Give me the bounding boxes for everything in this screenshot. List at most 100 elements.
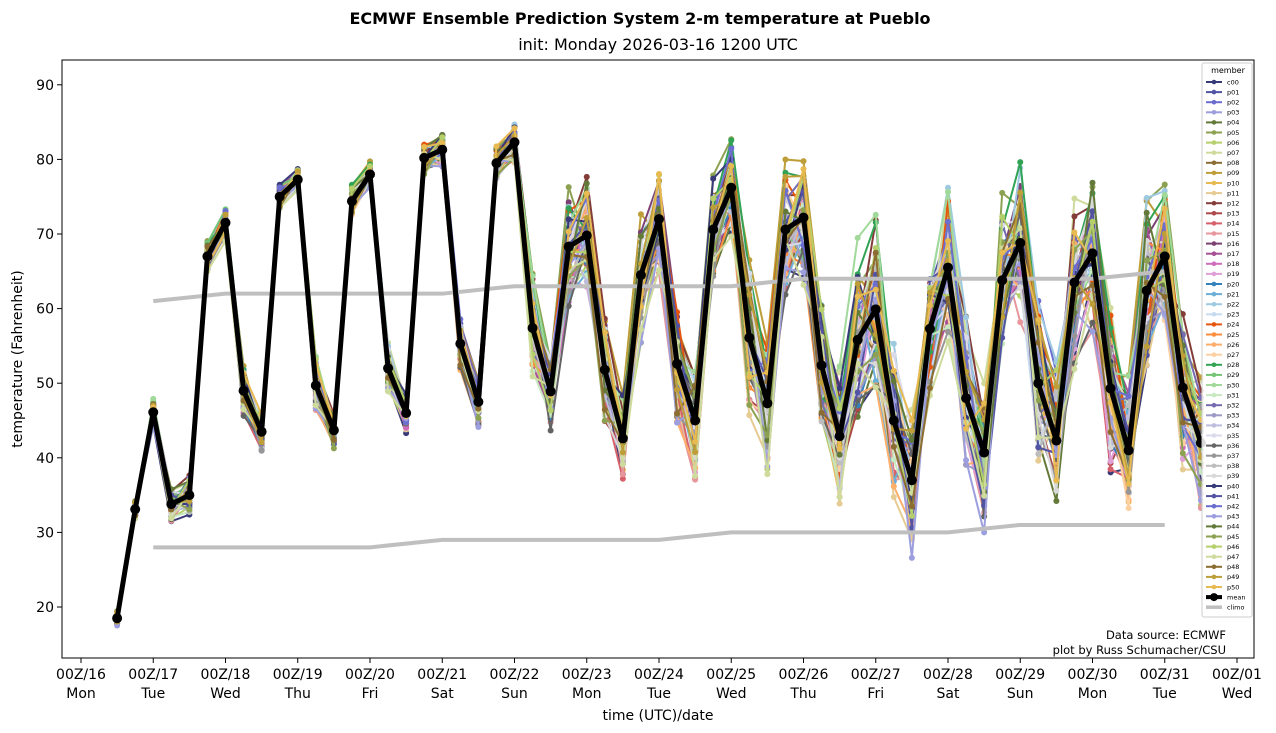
member-point-p48 — [945, 295, 951, 302]
legend-marker-p33 — [1211, 413, 1217, 418]
member-point-p44 — [782, 208, 789, 215]
x-tick-label-time: 00Z/31 — [1140, 667, 1190, 683]
member-point-p46 — [367, 163, 373, 170]
member-point-p11 — [1035, 457, 1042, 464]
legend-marker-p26 — [1211, 342, 1217, 347]
member-point-p50 — [800, 165, 807, 172]
legend-marker-p13 — [1211, 211, 1217, 216]
member-point-p37 — [1071, 332, 1078, 339]
member-point-p38 — [1053, 389, 1060, 396]
member-point-p12 — [1071, 213, 1078, 220]
x-tick-label-day: Wed — [716, 686, 747, 702]
legend-marker-p04 — [1211, 120, 1217, 125]
legend-marker-p45 — [1211, 534, 1217, 539]
member-point-p40 — [710, 175, 717, 182]
member-point-p22 — [890, 340, 897, 347]
legend-marker-p01 — [1211, 89, 1217, 95]
legend-label-p13: p13 — [1227, 210, 1239, 218]
x-tick-label-day: Sun — [501, 686, 528, 702]
x-tick-label-time: 00Z/26 — [779, 667, 829, 683]
mean-point — [238, 385, 249, 396]
legend-marker-p10 — [1211, 180, 1217, 186]
mean-point — [888, 415, 899, 426]
member-point-p18 — [403, 424, 410, 431]
member-point-p47 — [872, 384, 879, 391]
mean-point — [455, 338, 466, 349]
credit-note: plot by Russ Schumacher/CSU — [1053, 643, 1226, 657]
member-point-p47 — [240, 406, 247, 413]
mean-point — [852, 334, 863, 345]
member-point-p47 — [1035, 434, 1042, 441]
member-point-p46 — [872, 244, 879, 251]
legend-marker-p18 — [1211, 261, 1217, 267]
legend: member c00 p01 p02 p03 p04 p05 p06 p07 p08 p09 p10… — [1201, 62, 1253, 618]
y-axis-label: temperature (Fahrenheit) — [10, 270, 26, 447]
legend-label-p08: p08 — [1227, 159, 1239, 167]
member-point-p30 — [872, 211, 879, 218]
member-point-p44 — [583, 180, 590, 187]
member-point-p49 — [1089, 301, 1096, 308]
legend-marker-p06 — [1211, 140, 1217, 145]
member-point-p39 — [1107, 444, 1114, 451]
member-point-p50 — [692, 438, 699, 445]
legend-marker-p16 — [1211, 241, 1217, 246]
member-point-p44 — [908, 436, 915, 443]
legend-marker-p34 — [1211, 423, 1217, 428]
member-point-p09 — [637, 211, 644, 218]
member-point-p28 — [728, 137, 735, 144]
legend-label-p11: p11 — [1227, 189, 1239, 197]
legend-label-c00: c00 — [1227, 78, 1239, 86]
member-point-p45 — [330, 445, 337, 452]
member-point-p14 — [1107, 466, 1114, 473]
mean-point — [1015, 237, 1026, 248]
member-point-p49 — [222, 211, 229, 218]
member-point-p42 — [872, 281, 879, 288]
member-point-p47 — [945, 338, 951, 345]
member-point-p35 — [890, 352, 897, 359]
mean-point — [1069, 277, 1080, 288]
member-point-p50 — [908, 417, 915, 424]
legend-marker-p50 — [1211, 584, 1217, 590]
legend-marker-p09 — [1211, 170, 1217, 176]
x-tick-label-time: 00Z/16 — [56, 667, 106, 683]
legend-label-p33: p33 — [1227, 412, 1239, 420]
legend-marker-p25 — [1211, 332, 1217, 337]
member-point-p49 — [294, 168, 301, 175]
member-point-p47 — [637, 326, 644, 333]
member-point-p43 — [475, 423, 482, 430]
member-point-p50 — [981, 400, 988, 407]
x-axis-label: time (UTC)/date — [602, 708, 713, 724]
mean-point — [401, 408, 412, 419]
legend-label-p39: p39 — [1227, 472, 1239, 480]
member-point-p37 — [945, 328, 951, 335]
member-point-p49 — [926, 289, 933, 296]
legend-label-p41: p41 — [1227, 492, 1239, 500]
member-point-p50 — [421, 143, 428, 150]
mean-point — [166, 499, 177, 510]
x-tick-label-time: 00Z/28 — [923, 667, 973, 683]
y-tick-label: 90 — [36, 78, 54, 94]
legend-marker-p44 — [1211, 524, 1217, 529]
legend-marker-p38 — [1211, 463, 1217, 469]
legend-marker-p15 — [1211, 231, 1217, 236]
member-point-p22 — [945, 184, 951, 191]
mean-point — [997, 275, 1008, 286]
x-tick-label-time: 00Z/20 — [345, 667, 395, 683]
y-tick-label: 80 — [36, 152, 54, 168]
x-tick-label-day: Sat — [937, 686, 960, 702]
member-point-p30 — [1161, 191, 1168, 198]
legend-label-p47: p47 — [1227, 553, 1239, 561]
member-point-p11 — [836, 500, 843, 507]
member-point-p33 — [1017, 279, 1024, 286]
legend-label-p18: p18 — [1227, 260, 1239, 268]
mean-point — [924, 323, 935, 334]
member-point-p28 — [565, 205, 572, 212]
member-point-p38 — [1035, 451, 1042, 458]
member-point-p49 — [692, 449, 699, 456]
member-point-p44 — [637, 233, 644, 240]
legend-marker-p29 — [1211, 372, 1217, 378]
legend-label-p03: p03 — [1227, 109, 1239, 117]
member-point-p40 — [836, 385, 843, 392]
member-point-p46 — [547, 407, 554, 414]
member-point-p37 — [258, 447, 265, 454]
